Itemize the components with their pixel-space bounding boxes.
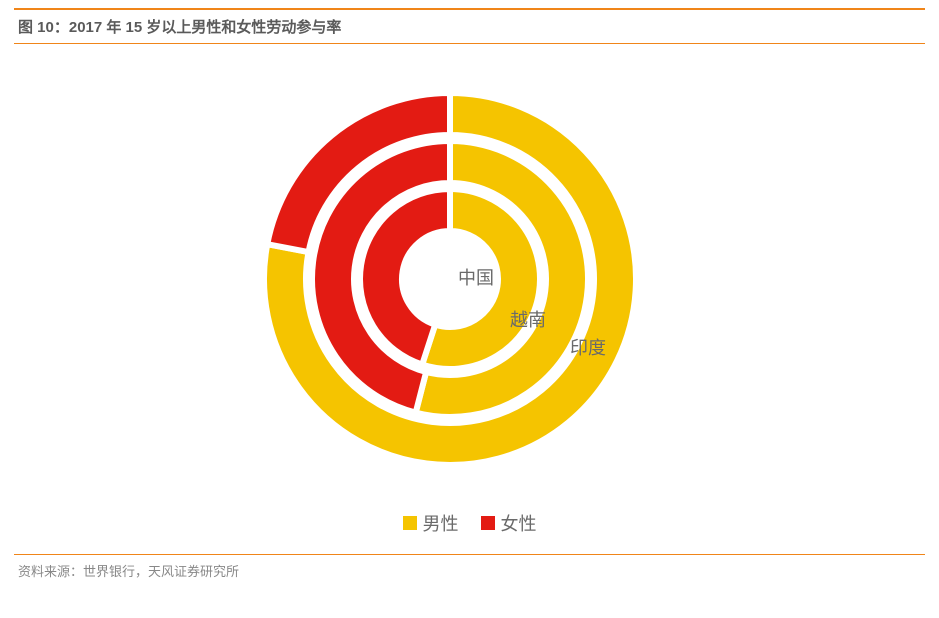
legend: 男性 女性 (14, 510, 925, 536)
legend-item-male: 男性 (403, 510, 459, 536)
ring-label: 越南 (510, 310, 546, 330)
legend-item-female: 女性 (481, 510, 537, 536)
source-text: 世界银行，天风证券研究所 (83, 564, 239, 579)
legend-label-female: 女性 (501, 510, 537, 536)
ring-label: 印度 (570, 338, 606, 358)
chart-area: 中国越南印度 男性 女性 (14, 44, 925, 554)
chart-title: 图 10：2017 年 15 岁以上男性和女性劳动参与率 (18, 19, 341, 36)
chart-title-bar: 图 10：2017 年 15 岁以上男性和女性劳动参与率 (14, 8, 925, 44)
legend-swatch-female (481, 516, 495, 530)
ring-label: 中国 (458, 268, 494, 288)
legend-swatch-male (403, 516, 417, 530)
source-prefix: 资料来源： (18, 564, 83, 579)
source-row: 资料来源：世界银行，天风证券研究所 (14, 554, 925, 582)
concentric-donut-chart: 中国越南印度 (210, 44, 730, 524)
legend-label-male: 男性 (423, 510, 459, 536)
